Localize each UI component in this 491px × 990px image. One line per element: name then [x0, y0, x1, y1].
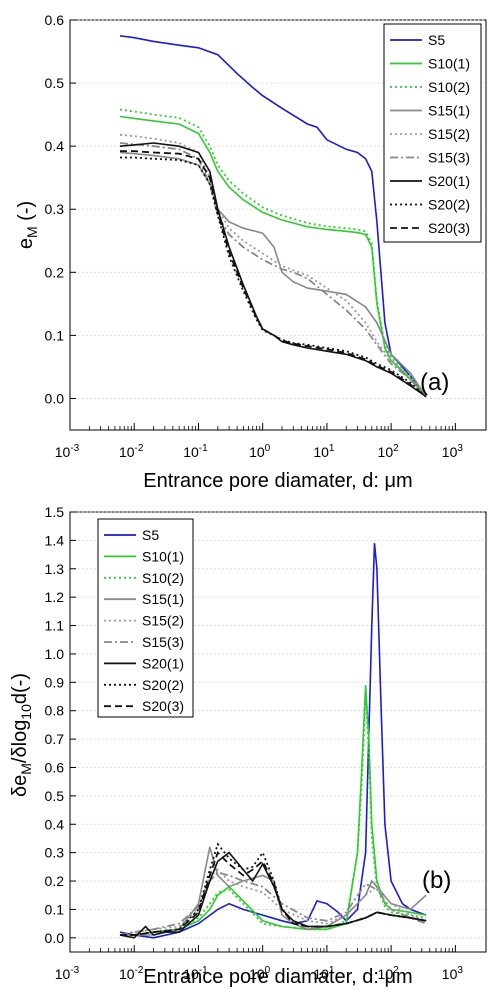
y-tick-label: 1.1 [45, 618, 65, 634]
legend-label: S20(1) [428, 173, 470, 189]
x-tick-label: 102 [378, 443, 400, 460]
y-tick-label: 0.3 [45, 201, 65, 217]
y-tick-label: 0.1 [45, 901, 65, 917]
legend-label: S10(2) [142, 570, 184, 586]
series-line-S10(1) [119, 115, 427, 398]
ylabel-a-main: e [15, 238, 37, 249]
series-line-S10(1) [120, 685, 427, 936]
x-axis-label-a: Entrance pore diamater, d: μm [143, 470, 412, 492]
y-tick-label: 0.4 [45, 816, 65, 832]
x-tick-label: 101 [313, 965, 335, 982]
y-tick-label: 0.4 [45, 138, 65, 154]
y-tick-label: 0.5 [45, 788, 65, 804]
y-tick-label: 0.0 [45, 930, 65, 946]
ylabel-b-sub1: M [18, 763, 34, 775]
y-tick-label: 0.8 [45, 703, 65, 719]
legend-box [383, 23, 482, 243]
ylabel-a-sub: M [24, 226, 40, 238]
legend-label: S20(2) [142, 677, 184, 693]
ylabel-b-p3: d(-) [9, 673, 31, 704]
series-line-S20(2) [120, 156, 427, 398]
series-line-S15(3) [119, 871, 427, 936]
x-tick-label: 10-2 [119, 443, 144, 460]
y-tick-label: 0.6 [45, 759, 65, 775]
x-axis-label-b: Entrance pore diamater, d: μm [143, 966, 412, 988]
legend-label: S15(1) [142, 591, 184, 607]
y-axis-label-b: δeM/δlog10d(-) [9, 673, 34, 797]
y-tick-label: 0.9 [45, 674, 65, 690]
legend-label: S15(1) [428, 103, 470, 119]
y-tick-label: 0.2 [45, 873, 65, 889]
legend-a: S5 S10(1) S10(2) S15(1) S15(2) S15(3) S20(1) S2… [383, 23, 482, 243]
x-tick-label: 10-3 [55, 443, 80, 460]
y-tick-label: 1.3 [45, 561, 65, 577]
y-tick-label: 1.5 [45, 504, 65, 520]
series-line-S15(2) [119, 133, 427, 398]
y-tick-label: 1.4 [45, 532, 65, 548]
x-tick-label: 10-1 [183, 443, 208, 460]
y-tick-label: 1.2 [45, 589, 65, 605]
y-tick-label: 0.7 [45, 731, 65, 747]
series-line-S20(3) [120, 150, 427, 398]
panel-label-b: (b) [422, 867, 451, 894]
legend-label: S15(2) [428, 126, 470, 142]
legend-label: S20(1) [142, 655, 184, 671]
panel-b: 0.0 0.1 0.2 0.3 0.4 0.5 0.6 0.7 0.8 0.9 1.0 1.1 1.2 1… [9, 504, 487, 988]
legend-label: S5 [142, 527, 159, 543]
legend-label: S20(3) [142, 698, 184, 714]
panel-a: 0.0 0.1 0.2 0.3 0.4 0.5 0.6 10-3 10-2 10-1 100 101 1… [15, 12, 487, 492]
series-line-S15(3) [119, 142, 427, 398]
legend-box [97, 518, 194, 718]
y-tick-label: 0.6 [45, 12, 65, 28]
legend-label: S15(3) [428, 150, 470, 166]
series-line-S10(2) [119, 108, 427, 398]
legend-label: S15(2) [142, 613, 184, 629]
y-axis-label-a: eM (-) [15, 201, 40, 249]
axes-b: 0.0 0.1 0.2 0.3 0.4 0.5 0.6 0.7 0.8 0.9 1.0 1.1 1.2 1… [45, 504, 464, 982]
y-tick-label: 1.0 [45, 646, 65, 662]
legend-label: S15(3) [142, 634, 184, 650]
legend-label: S10(1) [142, 548, 184, 564]
legend-label: S20(2) [428, 197, 470, 213]
legend-label: S20(3) [428, 220, 470, 236]
ylabel-a-tail: (-) [15, 201, 37, 227]
x-tick-label: 103 [442, 965, 464, 982]
legend-b: S5 S10(1) S10(2) S15(1) S15(2) S15(3) S20(1) S2… [97, 518, 194, 718]
x-tick-label: 102 [378, 965, 400, 982]
x-tick-label: 10-2 [119, 965, 144, 982]
x-tick-label: 10-1 [183, 965, 208, 982]
series-line-S20(3) [120, 850, 427, 936]
ylabel-b-sub2: 10 [18, 704, 34, 720]
axes-a: 0.0 0.1 0.2 0.3 0.4 0.5 0.6 10-3 10-2 10-1 100 101 1… [45, 12, 464, 460]
x-tick-label: 103 [442, 443, 464, 460]
series-group-b [119, 543, 427, 939]
series-line-S5 [119, 543, 427, 939]
x-tick-label: 101 [313, 443, 335, 460]
x-tick-label: 10-3 [55, 965, 80, 982]
legend-label: S10(1) [428, 56, 470, 72]
x-tick-label: 100 [249, 443, 271, 460]
ylabel-b-p2: /δlog [9, 720, 31, 763]
y-tick-label: 0.1 [45, 327, 65, 343]
x-tick-label: 100 [249, 965, 271, 982]
series-group-a [119, 35, 427, 398]
ylabel-b-p1: δe [9, 775, 31, 797]
y-tick-label: 0.2 [45, 264, 65, 280]
grid-a [70, 19, 486, 399]
y-tick-label: 0.0 [45, 390, 65, 406]
legend-label: S10(2) [428, 79, 470, 95]
y-tick-label: 0.3 [45, 845, 65, 861]
legend-label: S5 [428, 32, 445, 48]
series-line-S5 [119, 35, 427, 398]
y-tick-label: 0.5 [45, 75, 65, 91]
panel-label-a: (a) [420, 369, 449, 396]
